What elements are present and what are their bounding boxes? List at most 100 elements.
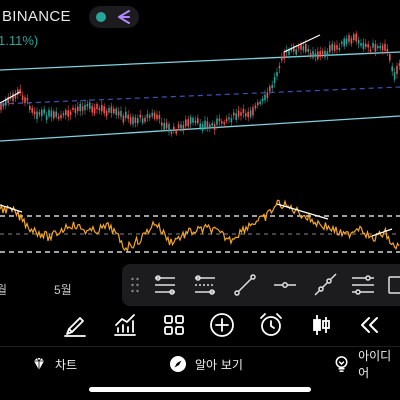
candle-body <box>314 52 317 57</box>
price-trendline-right <box>283 34 321 53</box>
candle-body <box>242 109 245 113</box>
candle-body <box>12 93 14 102</box>
rectangle-icon[interactable] <box>384 270 400 300</box>
home-indicator[interactable] <box>89 387 311 392</box>
alarm-icon[interactable] <box>257 311 285 339</box>
indicators-icon[interactable] <box>111 311 139 339</box>
candle-body <box>319 51 321 57</box>
candle-body <box>393 72 396 80</box>
candle-body <box>216 118 218 125</box>
candle-body <box>57 116 60 119</box>
candle-body <box>165 122 168 129</box>
rsi-trendline-end <box>371 228 393 237</box>
horizontal-ray-icon[interactable] <box>270 270 300 300</box>
candle-body <box>297 45 300 49</box>
candle-body <box>110 106 113 114</box>
candle-body <box>350 38 353 44</box>
candle-body <box>197 118 199 124</box>
candle-body <box>120 111 122 117</box>
candle-body <box>161 122 163 126</box>
candle-body <box>365 43 367 47</box>
rsi-trendline-right <box>276 203 329 220</box>
brush-icon[interactable] <box>61 311 89 339</box>
grid-icon[interactable] <box>160 311 188 339</box>
candle-body <box>240 112 242 116</box>
candle-body <box>79 103 81 112</box>
chart-header: BINANCE 1.11%) <box>0 0 400 50</box>
candle-body <box>175 131 177 134</box>
trend-line-icon[interactable] <box>230 270 260 300</box>
candle-body <box>302 46 305 51</box>
bottom-nav: 차트 알아 보기 아이디어 <box>0 347 400 380</box>
candle-body <box>213 124 216 130</box>
candle-body <box>266 92 269 99</box>
candle-body <box>381 45 384 51</box>
candle-body <box>377 45 379 49</box>
candle-body <box>357 39 360 44</box>
candle-body <box>33 111 36 115</box>
candle-body <box>206 121 209 129</box>
candle-body <box>221 121 223 124</box>
candle-body <box>122 115 125 123</box>
candle-body <box>300 44 302 50</box>
candle-body <box>293 45 295 52</box>
candle-body <box>81 106 84 111</box>
candle-body <box>182 124 185 132</box>
parallel-channel-icon[interactable] <box>348 270 378 300</box>
candle-body <box>276 71 278 77</box>
horizontal-lines-icon[interactable] <box>150 270 180 300</box>
candle-body <box>55 111 57 117</box>
candle-body <box>369 49 372 52</box>
nav-item-chart[interactable]: 차트 <box>31 353 77 375</box>
candle-body <box>309 52 312 56</box>
candle-body <box>245 113 247 117</box>
candle-body <box>324 50 326 58</box>
candle-body <box>261 98 264 102</box>
candle-body <box>355 33 357 42</box>
candle-body <box>312 51 314 58</box>
candles-icon[interactable] <box>307 311 335 339</box>
candle-body <box>259 101 261 105</box>
price-chart[interactable] <box>0 0 400 262</box>
candle-body <box>264 94 266 101</box>
candle-body <box>295 49 297 55</box>
rewind-icon[interactable] <box>355 311 383 339</box>
candle-body <box>38 112 41 115</box>
candle-body <box>117 111 120 116</box>
add-icon[interactable] <box>208 311 236 339</box>
candle-body <box>74 108 77 113</box>
candle-body <box>69 111 72 116</box>
candle-body <box>26 98 29 101</box>
nav-item-explore[interactable]: 알아 보기 <box>169 353 243 375</box>
fib-levels-icon[interactable] <box>190 270 220 300</box>
candle-body <box>129 117 132 124</box>
candle-body <box>254 105 257 109</box>
candle-body <box>7 96 9 103</box>
candle-body <box>326 51 329 57</box>
compare-pill[interactable] <box>89 6 139 28</box>
candle-body <box>84 104 86 111</box>
candle-body <box>362 42 365 49</box>
candle-body <box>72 107 74 110</box>
candle-body <box>353 34 355 41</box>
candle-body <box>331 43 333 51</box>
candle-body <box>281 56 283 61</box>
candle-body <box>141 118 144 123</box>
candle-body <box>228 117 230 120</box>
drag-handle-icon[interactable] <box>130 276 140 294</box>
candle-body <box>343 38 345 47</box>
candle-body <box>329 45 331 53</box>
candle-body <box>132 116 134 125</box>
candle-body <box>149 115 151 118</box>
nav-item-ideas[interactable]: 아이디어 <box>333 349 400 380</box>
candle-body <box>333 45 336 51</box>
toolbar-divider <box>0 346 400 347</box>
candle-body <box>153 112 156 119</box>
rsi-line <box>0 199 400 253</box>
exchange-name[interactable]: BINANCE <box>2 8 71 25</box>
candle-body <box>225 118 228 122</box>
price-change-percent: 1.11%) <box>0 33 39 48</box>
ray-line-icon[interactable] <box>310 270 340 300</box>
candle-body <box>247 111 249 118</box>
candle-body <box>252 107 254 116</box>
